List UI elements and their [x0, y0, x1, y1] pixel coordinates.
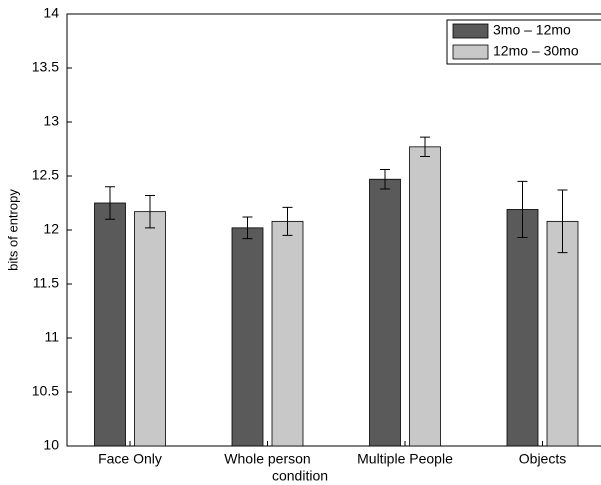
x-tick-label: Objects [519, 451, 566, 467]
x-tick-label: Face Only [98, 451, 162, 467]
y-tick-label: 10.5 [32, 383, 59, 399]
bar [409, 146, 441, 447]
error-bar [557, 189, 568, 254]
bar [546, 220, 579, 447]
bar [506, 209, 539, 447]
bar [369, 178, 401, 447]
error-bar [105, 186, 115, 220]
error-bar [517, 180, 528, 239]
x-axis-label: condition [272, 468, 328, 484]
error-bar [242, 216, 253, 240]
y-tick-label: 12 [43, 221, 59, 237]
error-bar [380, 169, 390, 190]
legend-swatch [452, 23, 489, 39]
x-tick-label: Whole person [224, 451, 310, 467]
legend-label: 3mo – 12mo [493, 22, 571, 38]
bar [94, 202, 126, 447]
error-bar [420, 136, 430, 158]
error-bar [282, 206, 293, 236]
bar [271, 220, 304, 447]
bar [134, 211, 166, 447]
y-tick-label: 11.5 [33, 275, 59, 291]
y-tick-label: 12.5 [32, 167, 59, 183]
legend-swatch [452, 44, 489, 60]
error-bar [145, 194, 155, 229]
x-tick-label: Multiple People [357, 451, 453, 467]
y-axis-label: bits of entropy [5, 189, 20, 271]
y-tick-label: 11 [44, 329, 59, 345]
y-tick-label: 14 [43, 5, 59, 21]
bar [231, 227, 264, 447]
y-tick-label: 13.5 [32, 59, 59, 75]
legend-label: 12mo – 30mo [493, 43, 579, 59]
y-tick-label: 13 [43, 113, 59, 129]
y-tick-label: 10 [43, 437, 59, 453]
